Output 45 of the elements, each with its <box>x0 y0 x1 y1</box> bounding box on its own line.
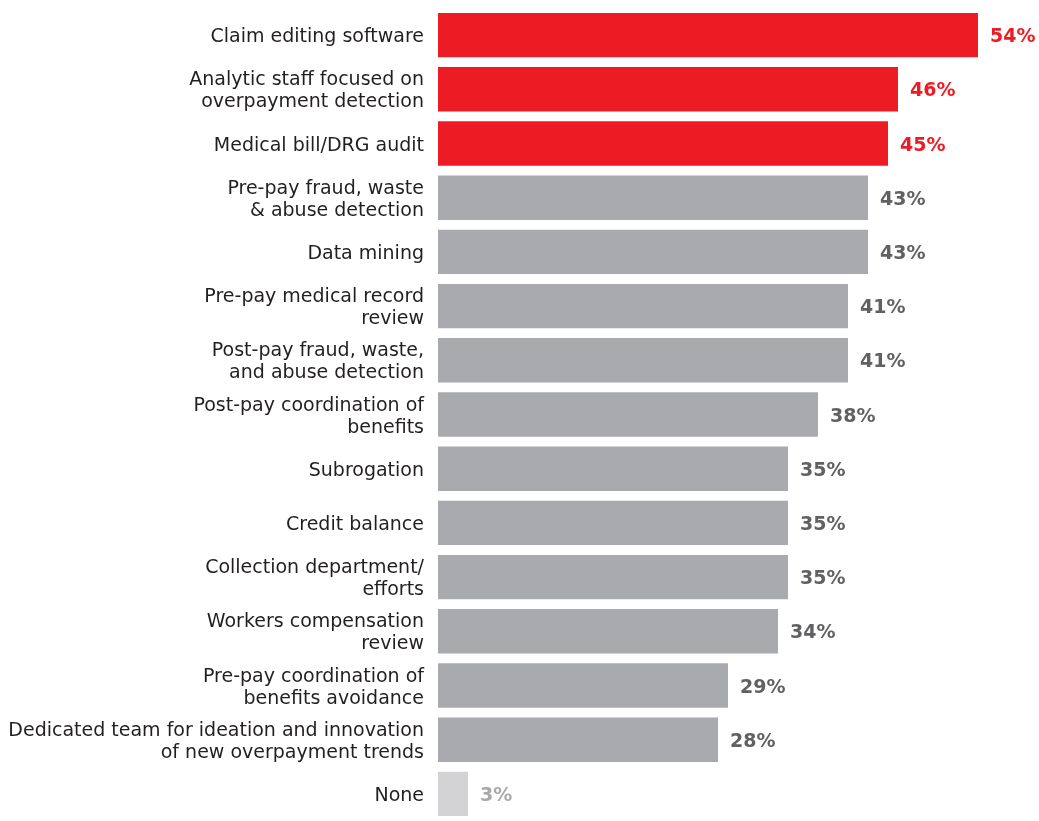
data-label: 38% <box>830 403 876 426</box>
bar <box>438 392 818 437</box>
bar <box>438 121 888 166</box>
y-tick-label: Medical bill/DRG audit <box>213 132 424 155</box>
bar <box>438 67 898 112</box>
data-label: 28% <box>730 728 776 751</box>
y-tick-label: Post-pay coordination of benefits <box>193 392 426 437</box>
y-tick-label: Claim editing software <box>210 24 424 47</box>
data-label: 35% <box>800 566 846 589</box>
data-label: 41% <box>860 295 906 318</box>
bar <box>438 771 468 817</box>
data-label: 34% <box>790 620 836 643</box>
y-tick-label: Data mining <box>307 240 424 263</box>
data-label: 35% <box>800 457 846 480</box>
y-tick-label: None <box>374 782 424 805</box>
bar <box>438 446 788 491</box>
bar <box>438 229 868 275</box>
y-tick-label: Pre-pay medical record review <box>204 284 424 329</box>
data-label: 41% <box>860 349 906 372</box>
data-label: 45% <box>900 132 946 155</box>
data-label: 3% <box>480 782 513 805</box>
bar <box>438 338 848 383</box>
bar <box>438 12 978 58</box>
bar <box>438 717 718 762</box>
y-tick-label: Post-pay fraud, waste, and abuse detection <box>211 338 424 383</box>
data-label: 29% <box>740 674 786 697</box>
y-tick-label: Collection department/ efforts <box>205 555 425 600</box>
y-tick-label: Credit balance <box>286 511 424 534</box>
y-tick-label: Subrogation <box>308 457 424 480</box>
y-tick-label: Analytic staff focused on overpayment detection <box>189 67 424 112</box>
bar <box>438 500 788 546</box>
y-tick-label: Pre-pay coordination of benefits avoidance <box>203 663 426 708</box>
y-tick-label: Workers compensation review <box>206 609 424 654</box>
bar <box>438 609 778 654</box>
bar <box>438 283 848 329</box>
bar <box>438 554 788 600</box>
y-tick-label: Pre-pay fraud, waste & abuse detection <box>227 175 424 220</box>
data-label: 46% <box>910 78 956 101</box>
y-tick-label: Dedicated team for ideation and innovation of new overpayment trends <box>8 717 424 762</box>
bar <box>438 175 868 220</box>
data-label: 43% <box>880 240 926 263</box>
data-label: 35% <box>800 511 846 534</box>
data-label: 54% <box>990 24 1036 47</box>
data-label: 43% <box>880 186 926 209</box>
bar <box>438 663 728 708</box>
